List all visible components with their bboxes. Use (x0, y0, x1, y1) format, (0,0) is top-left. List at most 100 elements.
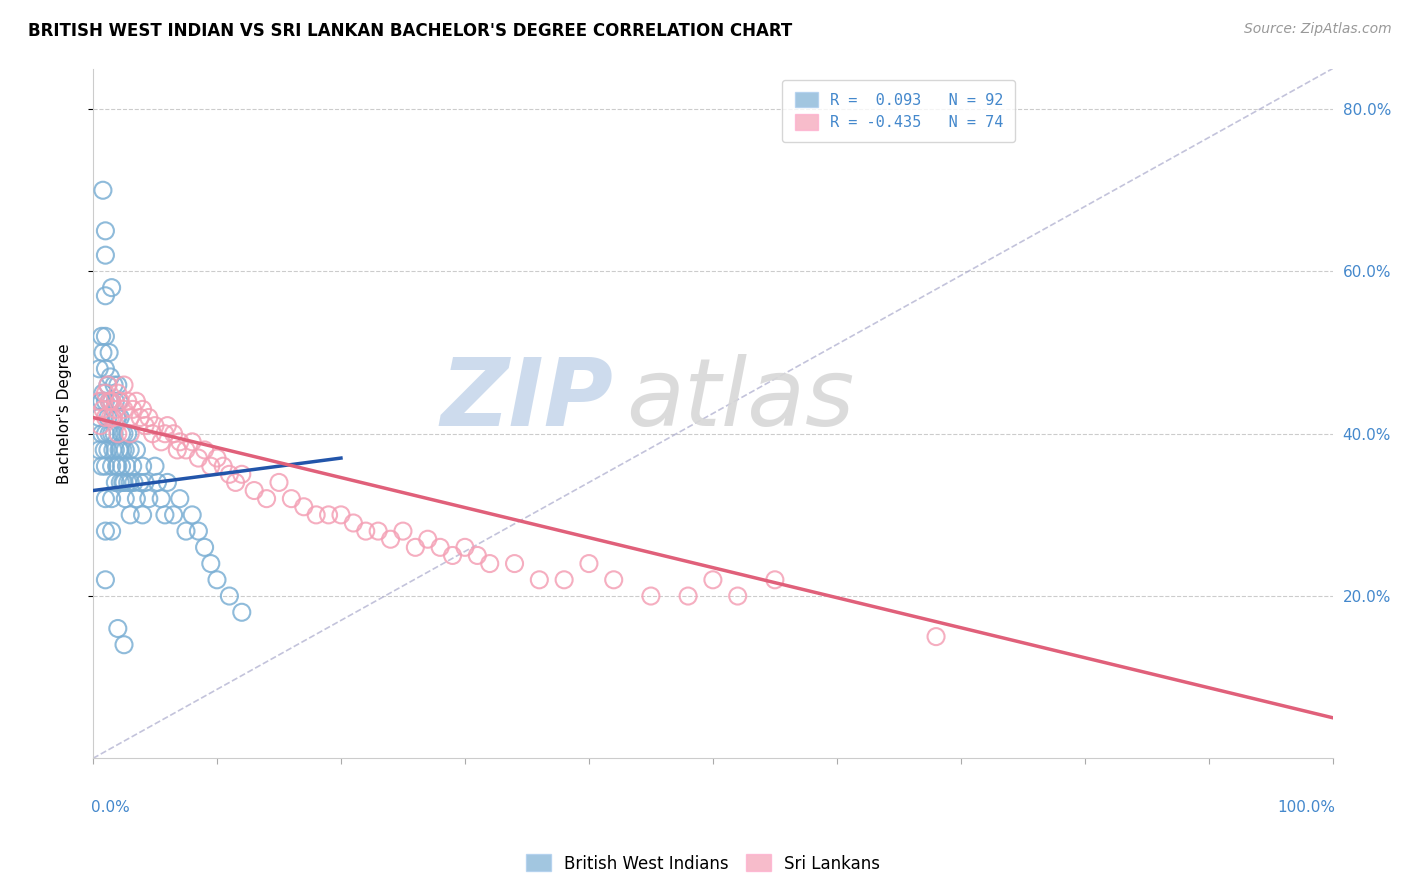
Point (89, 418, 111, 433)
Point (156, 475, 179, 490)
Point (115, 459, 138, 474)
Point (200, 459, 222, 474)
Text: BRITISH WEST INDIAN VS SRI LANKAN BACHELOR'S DEGREE CORRELATION CHART: BRITISH WEST INDIAN VS SRI LANKAN BACHEL… (28, 22, 793, 40)
Point (117, 475, 139, 490)
Point (602, 573, 624, 587)
Point (98, 410, 121, 425)
Legend: R =  0.093   N = 92, R = -0.435   N = 74: R = 0.093 N = 92, R = -0.435 N = 74 (782, 79, 1015, 142)
Point (108, 394, 131, 409)
Text: 100.0%: 100.0% (1277, 800, 1336, 814)
Point (187, 451, 209, 466)
Point (153, 508, 176, 522)
Point (231, 605, 253, 619)
Point (702, 573, 724, 587)
Point (94, 426, 117, 441)
Point (174, 524, 197, 538)
Point (454, 541, 477, 555)
Point (101, 442, 124, 457)
Point (107, 426, 129, 441)
Point (108, 442, 131, 457)
Point (553, 573, 575, 587)
Point (138, 410, 160, 425)
Point (98, 345, 121, 359)
Point (100, 524, 122, 538)
Text: Source: ZipAtlas.com: Source: ZipAtlas.com (1244, 22, 1392, 37)
Point (125, 394, 148, 409)
Point (503, 557, 526, 571)
Point (89, 442, 111, 457)
Point (367, 524, 389, 538)
Point (429, 541, 451, 555)
Point (404, 541, 426, 555)
Legend: British West Indians, Sri Lankans: British West Indians, Sri Lankans (519, 847, 887, 880)
Point (89, 410, 111, 425)
Point (763, 573, 786, 587)
Point (110, 394, 132, 409)
Point (94, 394, 117, 409)
Point (256, 491, 278, 506)
Point (162, 508, 184, 522)
Point (104, 475, 127, 490)
Point (112, 426, 135, 441)
Point (110, 459, 132, 474)
Point (925, 630, 948, 644)
Point (169, 491, 191, 506)
Point (218, 467, 240, 482)
Point (153, 426, 176, 441)
Point (101, 410, 124, 425)
Point (114, 442, 136, 457)
Point (267, 475, 290, 490)
Point (98, 370, 121, 384)
Point (467, 549, 489, 563)
Point (110, 442, 132, 457)
Point (125, 491, 148, 506)
Point (94, 361, 117, 376)
Point (110, 426, 132, 441)
Point (342, 516, 364, 530)
Point (104, 442, 127, 457)
Point (94, 524, 117, 538)
Point (280, 491, 302, 506)
Point (94, 410, 117, 425)
Point (94, 573, 117, 587)
Point (174, 442, 197, 457)
Point (94, 329, 117, 343)
Point (91, 402, 114, 417)
Point (231, 467, 253, 482)
Y-axis label: Bachelor's Degree: Bachelor's Degree (58, 343, 72, 483)
Point (200, 557, 222, 571)
Point (90, 394, 112, 409)
Point (205, 573, 228, 587)
Point (330, 508, 353, 522)
Point (181, 508, 204, 522)
Point (91, 386, 114, 401)
Point (112, 638, 135, 652)
Point (94, 289, 117, 303)
Point (578, 557, 600, 571)
Point (94, 386, 117, 401)
Point (100, 459, 122, 474)
Point (120, 442, 142, 457)
Point (146, 475, 169, 490)
Point (114, 491, 136, 506)
Point (305, 508, 328, 522)
Point (156, 418, 179, 433)
Point (107, 459, 129, 474)
Point (166, 442, 188, 457)
Point (104, 402, 127, 417)
Point (111, 442, 134, 457)
Point (120, 475, 142, 490)
Point (121, 459, 143, 474)
Point (121, 402, 143, 417)
Point (100, 394, 122, 409)
Point (181, 434, 204, 449)
Point (131, 508, 153, 522)
Point (392, 524, 415, 538)
Point (354, 524, 377, 538)
Point (150, 491, 173, 506)
Point (105, 410, 128, 425)
Point (105, 459, 128, 474)
Point (91, 345, 114, 359)
Point (90, 329, 112, 343)
Point (110, 410, 132, 425)
